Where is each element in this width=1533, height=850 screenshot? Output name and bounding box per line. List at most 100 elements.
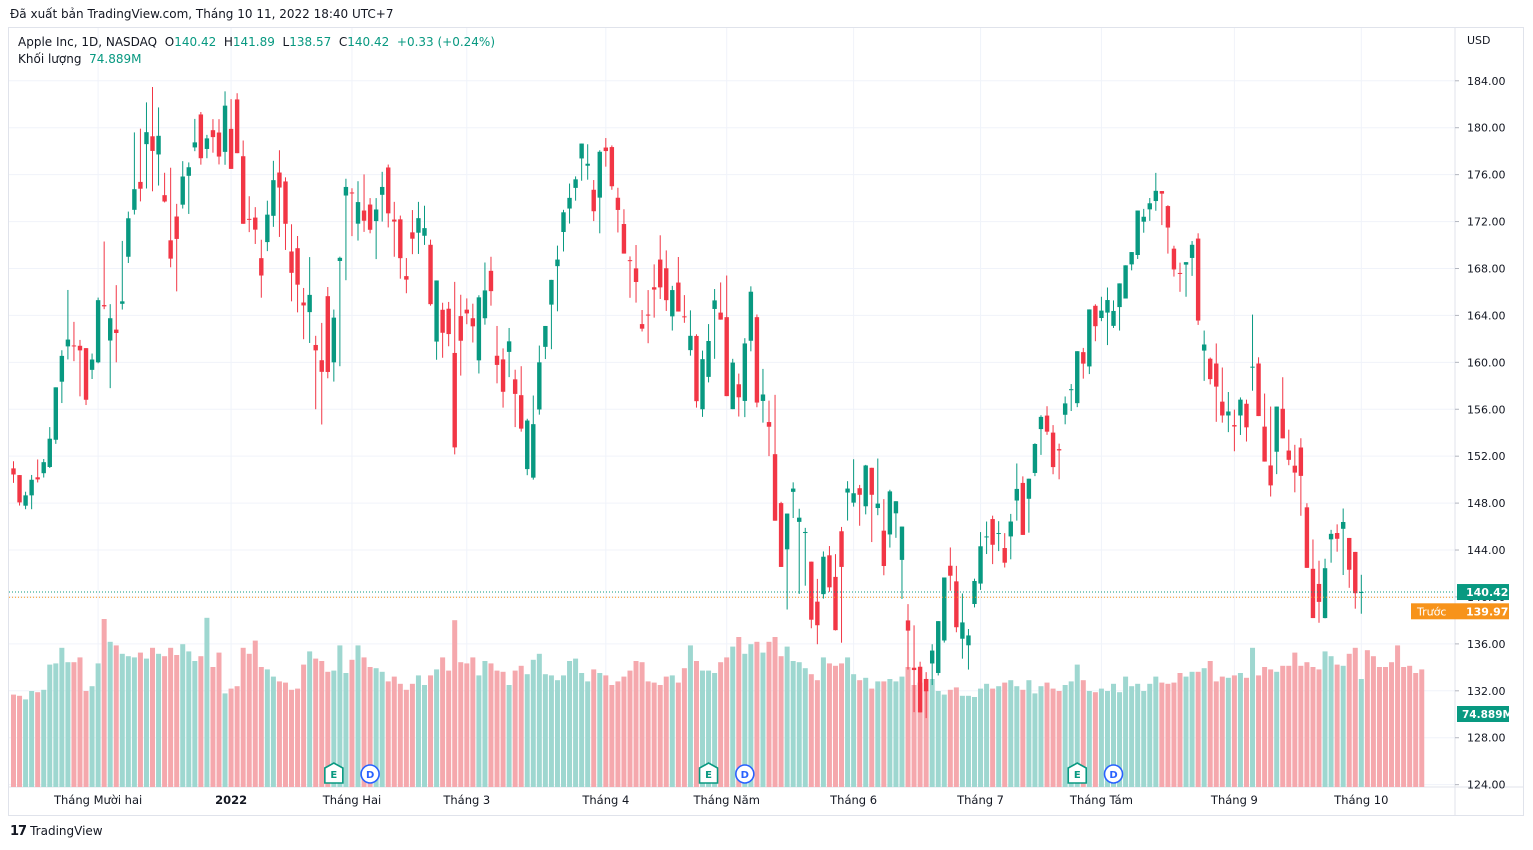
- candle-body: [126, 218, 131, 257]
- candle-body: [724, 317, 729, 397]
- candle-body: [1304, 507, 1310, 568]
- volume-bar: [1129, 686, 1135, 787]
- y-tick-label: 160.00: [1467, 356, 1506, 369]
- volume-bar: [440, 657, 446, 787]
- candle-body: [797, 517, 802, 522]
- candle-body: [1099, 310, 1104, 318]
- volume-badge: [1457, 706, 1509, 722]
- volume-bar: [881, 681, 887, 787]
- volume-bar: [645, 681, 651, 787]
- candle-body: [1189, 244, 1195, 258]
- volume-bar: [548, 675, 554, 787]
- candle-body: [295, 248, 300, 285]
- candle-body: [875, 503, 880, 509]
- candle-body: [150, 136, 155, 151]
- volume-bar: [518, 665, 524, 787]
- volume-bar: [1334, 664, 1340, 787]
- volume-bar: [428, 675, 434, 787]
- volume-bar: [935, 691, 941, 787]
- volume-legend: Khối lượng 74.889M: [18, 52, 141, 66]
- earnings-event-label: E: [1074, 770, 1081, 781]
- candle-body: [966, 635, 971, 646]
- x-tick-label: Tháng 6: [829, 793, 877, 807]
- candle-body: [1322, 568, 1328, 619]
- volume-bar: [808, 674, 814, 787]
- volume-bar: [1395, 645, 1401, 787]
- volume-bar: [615, 681, 621, 787]
- volume-bar: [554, 680, 560, 787]
- volume-bar: [313, 658, 319, 787]
- volume-bar: [1044, 682, 1050, 787]
- volume-bar: [301, 664, 307, 787]
- volume-bar: [609, 685, 615, 787]
- candle-body: [1105, 300, 1110, 313]
- volume-bar: [355, 645, 361, 787]
- volume-bar: [228, 688, 234, 787]
- candle-body: [283, 181, 288, 224]
- candle-body: [555, 259, 560, 267]
- volume-bar: [1207, 661, 1213, 787]
- candle-body: [621, 224, 627, 254]
- volume-bar: [1020, 689, 1026, 787]
- x-tick-label: Tháng Tám: [1069, 793, 1133, 807]
- volume-bar: [1340, 665, 1346, 787]
- volume-bar: [198, 656, 204, 787]
- candle-body: [289, 251, 294, 273]
- candle-body: [422, 228, 427, 236]
- candle-body: [676, 282, 681, 312]
- tradingview-brand[interactable]: 17 TradingView: [10, 824, 103, 839]
- volume-bar: [391, 676, 397, 787]
- candle-body: [1171, 248, 1177, 270]
- volume-bar: [1141, 691, 1147, 787]
- volume-bar: [597, 673, 603, 787]
- volume-bar: [1213, 681, 1219, 787]
- volume-bar: [434, 669, 440, 787]
- volume-bar: [567, 661, 573, 787]
- y-tick-label: 124.00: [1467, 779, 1506, 792]
- volume-bar: [1177, 673, 1183, 787]
- volume-bar: [452, 620, 458, 787]
- candle-body: [428, 244, 433, 305]
- volume-bar: [1074, 664, 1080, 787]
- candle-body: [132, 189, 137, 210]
- volume-bar: [1280, 665, 1286, 787]
- volume-bar: [1419, 669, 1425, 787]
- volume-bar: [1328, 656, 1334, 787]
- candle-body: [1232, 425, 1237, 427]
- volume-bar: [996, 686, 1002, 787]
- candle-body: [1334, 533, 1340, 539]
- volume-bar: [512, 670, 518, 787]
- chart-frame[interactable]: [8, 27, 1524, 816]
- candle-body: [1123, 265, 1128, 299]
- volume-bar: [41, 689, 47, 787]
- volume-bar: [687, 645, 693, 787]
- candle-body: [923, 678, 929, 692]
- volume-bar: [252, 640, 258, 787]
- volume-bar: [984, 683, 990, 787]
- candle-body: [494, 355, 500, 365]
- volume-bar: [639, 662, 645, 787]
- volume-bar: [270, 676, 276, 787]
- volume-bar: [524, 674, 530, 787]
- volume-bar: [65, 662, 71, 787]
- candle-body: [984, 536, 989, 538]
- volume-bar: [89, 686, 95, 787]
- volume-bar: [1014, 686, 1020, 787]
- candle-body: [168, 240, 173, 259]
- volume-bar: [1195, 671, 1201, 787]
- candle-body: [446, 308, 451, 335]
- candle-body: [609, 147, 615, 187]
- candle-body: [778, 503, 784, 567]
- volume-bar: [947, 689, 953, 787]
- y-tick-label: 184.00: [1467, 75, 1506, 88]
- candle-body: [1310, 568, 1316, 619]
- volume-bar: [1135, 683, 1141, 787]
- volume-bar: [1080, 680, 1086, 787]
- candle-body: [1340, 521, 1346, 529]
- y-tick-label: 152.00: [1467, 450, 1506, 463]
- volume-bar: [488, 663, 494, 787]
- candle-body: [343, 186, 349, 196]
- candle-body: [1008, 521, 1013, 537]
- volume-bar: [561, 675, 567, 787]
